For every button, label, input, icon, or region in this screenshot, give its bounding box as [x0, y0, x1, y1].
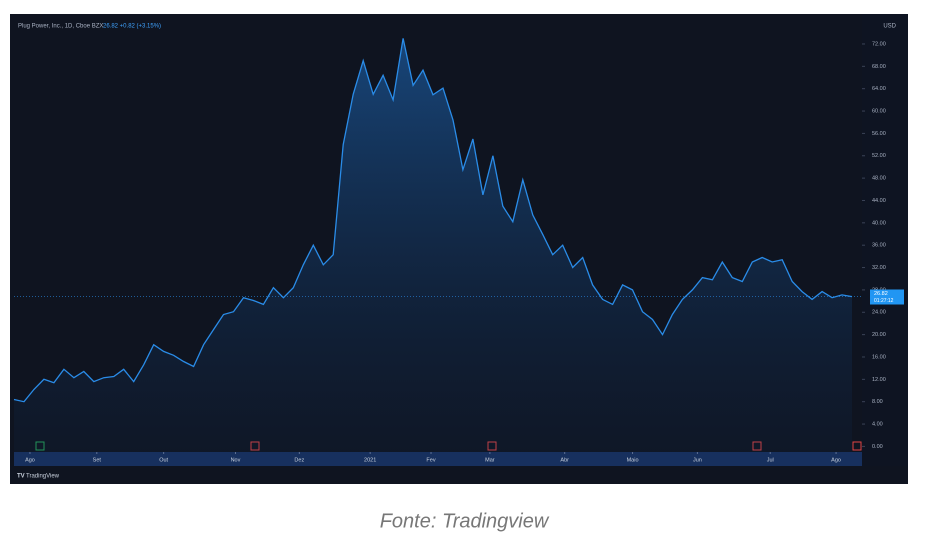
- y-axis-strip: [862, 14, 908, 466]
- x-tick-label: Out: [159, 457, 168, 463]
- x-tick-label: Abr: [560, 457, 569, 463]
- y-tick-label: 72.00: [872, 41, 886, 47]
- event-marker: [852, 441, 862, 451]
- x-tick-label: Set: [93, 457, 102, 463]
- x-tick-label: Jun: [693, 457, 702, 463]
- y-tick-label: 12.00: [872, 377, 886, 383]
- x-tick-label: Dez: [294, 457, 304, 463]
- y-tick-label: 20.00: [872, 332, 886, 338]
- quote: 26.82 +0.82 (+3.15%): [103, 24, 161, 30]
- x-tick-label: Mar: [485, 457, 495, 463]
- y-tick-label: 48.00: [872, 176, 886, 182]
- y-tick-label: 52.00: [872, 153, 886, 159]
- y-tick-label: 64.00: [872, 86, 886, 92]
- caption: Fonte: Tradingview: [380, 510, 550, 532]
- x-axis-strip: [14, 452, 862, 466]
- area: [14, 38, 853, 453]
- y-tick-label: 36.00: [872, 243, 886, 249]
- x-tick-label: Maio: [627, 457, 639, 463]
- last-price-box: [870, 289, 904, 305]
- y-tick-label: 40.00: [872, 220, 886, 226]
- x-tick-label: Nov: [231, 457, 241, 463]
- y-tick-label: 24.00: [872, 310, 886, 316]
- x-tick-label: Jul: [767, 457, 774, 463]
- y-tick-label: 44.00: [872, 198, 886, 204]
- x-tick-label: 2021: [364, 457, 376, 463]
- countdown: 01:27:12: [874, 298, 894, 304]
- brand-logo: TV: [17, 474, 25, 480]
- y-tick-label: 16.00: [872, 354, 886, 360]
- brand: TradingView: [26, 474, 60, 480]
- y-tick-label: 32.00: [872, 265, 886, 271]
- price-line: [13, 38, 853, 403]
- y-tick-label: 8.00: [872, 399, 883, 405]
- y-tick-label: 56.00: [872, 131, 886, 137]
- x-tick-label: Fev: [426, 457, 435, 463]
- y-tick-label: 68.00: [872, 64, 886, 70]
- last-price-label: 26.82: [874, 291, 888, 297]
- y-tick-label: 0.00: [872, 444, 883, 450]
- y-tick-label: 4.00: [872, 422, 883, 428]
- x-tick-label: Ago: [831, 457, 841, 463]
- currency: USD: [883, 24, 896, 30]
- symbol-title: Plug Power, Inc., 1D, Cboe BZX: [18, 24, 103, 30]
- x-tick-label: Ago: [25, 457, 35, 463]
- y-tick-label: 60.00: [872, 108, 886, 114]
